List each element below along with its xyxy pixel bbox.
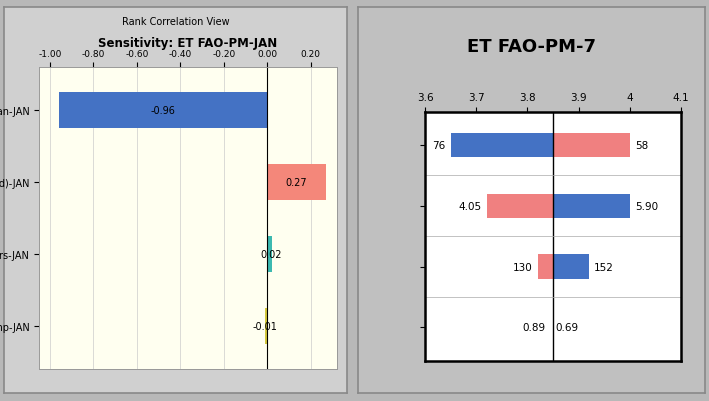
Text: ET FAO-PM-7: ET FAO-PM-7 xyxy=(467,38,596,55)
Text: 0.89: 0.89 xyxy=(523,322,545,332)
Text: 58: 58 xyxy=(635,141,648,151)
Text: 4.05: 4.05 xyxy=(459,201,481,211)
Bar xyxy=(537,255,553,279)
Bar xyxy=(553,134,630,158)
Text: Rank Correlation View: Rank Correlation View xyxy=(122,16,229,26)
Text: 130: 130 xyxy=(513,262,532,272)
Bar xyxy=(265,308,267,344)
Text: 0.69: 0.69 xyxy=(556,322,579,332)
Bar xyxy=(553,255,588,279)
Bar xyxy=(267,165,326,200)
Text: Wind (km/d)-7: Wind (km/d)-7 xyxy=(431,201,511,211)
Bar xyxy=(553,194,630,219)
Text: Sunhours-7: Sunhours-7 xyxy=(447,262,511,272)
Text: 0.02: 0.02 xyxy=(261,249,282,259)
Title: Sensitivity: ET FAO-PM-JAN: Sensitivity: ET FAO-PM-JAN xyxy=(99,36,277,49)
Text: 0.27: 0.27 xyxy=(286,178,308,188)
Bar xyxy=(267,237,272,272)
Text: -0.01: -0.01 xyxy=(252,321,277,331)
Text: Avg Temp-7: Avg Temp-7 xyxy=(446,322,511,332)
Text: 5.90: 5.90 xyxy=(635,201,658,211)
Text: 152: 152 xyxy=(594,262,614,272)
Bar xyxy=(59,93,267,129)
Text: RHmean-7: RHmean-7 xyxy=(452,141,511,151)
Text: 76: 76 xyxy=(432,141,446,151)
Bar xyxy=(486,194,553,219)
Text: -0.96: -0.96 xyxy=(150,106,175,116)
Bar xyxy=(451,134,553,158)
